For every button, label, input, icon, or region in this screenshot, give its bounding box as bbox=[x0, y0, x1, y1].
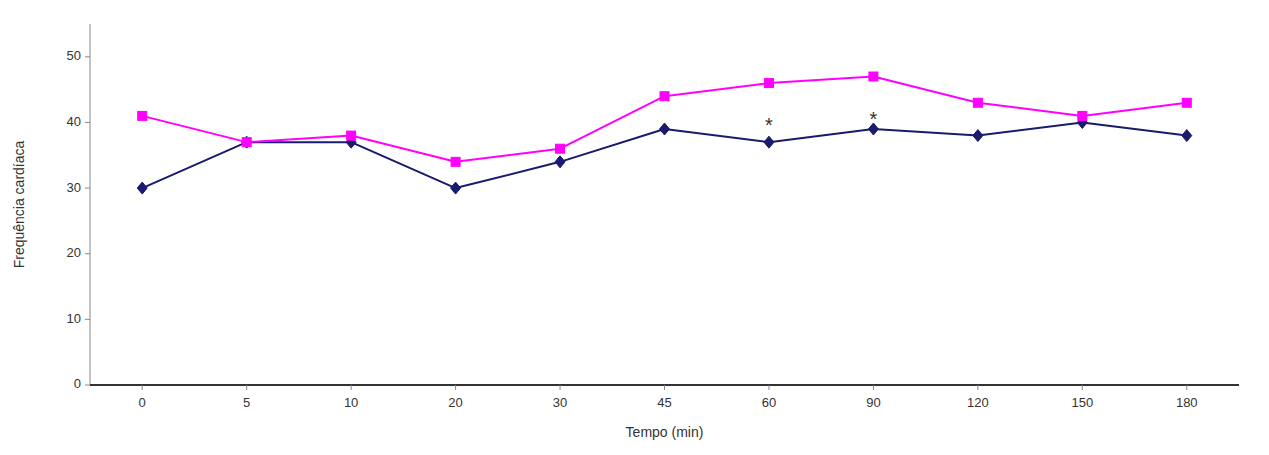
x-tick bbox=[455, 385, 456, 390]
y-tick bbox=[85, 319, 90, 320]
x-tick-label: 45 bbox=[657, 395, 671, 410]
series-marker bbox=[1182, 98, 1191, 107]
x-tick bbox=[873, 385, 874, 390]
y-tick-label: 20 bbox=[67, 245, 81, 260]
y-tick bbox=[85, 385, 90, 386]
series-marker bbox=[869, 72, 878, 81]
y-tick-label: 10 bbox=[67, 311, 81, 326]
x-tick-label: 20 bbox=[448, 395, 462, 410]
series-marker bbox=[973, 98, 982, 107]
series-marker bbox=[660, 123, 670, 135]
x-tick-label: 60 bbox=[762, 395, 776, 410]
y-tick-label: 0 bbox=[74, 376, 81, 391]
x-tick bbox=[560, 385, 561, 390]
series-marker bbox=[764, 79, 773, 88]
series-marker bbox=[347, 131, 356, 140]
series-marker bbox=[137, 182, 147, 194]
series-marker bbox=[242, 136, 252, 148]
series-marker bbox=[451, 157, 460, 166]
x-tick-label: 30 bbox=[553, 395, 567, 410]
x-axis-label: Tempo (min) bbox=[626, 424, 704, 440]
series-marker bbox=[451, 182, 461, 194]
y-tick-label: 50 bbox=[67, 48, 81, 63]
x-tick bbox=[1186, 385, 1187, 390]
y-tick-label: 40 bbox=[67, 114, 81, 129]
y-axis-line bbox=[90, 24, 91, 385]
y-tick bbox=[85, 188, 90, 189]
annotation: * bbox=[870, 108, 878, 130]
y-tick bbox=[85, 122, 90, 123]
x-tick-label: 10 bbox=[344, 395, 358, 410]
x-tick bbox=[246, 385, 247, 390]
series-marker bbox=[1078, 111, 1087, 120]
x-tick-label: 180 bbox=[1176, 395, 1198, 410]
x-tick bbox=[768, 385, 769, 390]
x-tick bbox=[977, 385, 978, 390]
y-axis-label: Frequência cardíaca bbox=[11, 140, 27, 268]
series-line bbox=[142, 122, 1187, 188]
x-tick bbox=[351, 385, 352, 390]
y-tick bbox=[85, 253, 90, 254]
annotation: * bbox=[765, 114, 773, 136]
x-tick bbox=[1082, 385, 1083, 390]
series-line bbox=[142, 77, 1187, 162]
plot-area bbox=[137, 72, 1192, 194]
series-marker bbox=[973, 130, 983, 142]
series-marker bbox=[660, 92, 669, 101]
x-tick-label: 5 bbox=[243, 395, 250, 410]
chart: 0 10 20 30 40 50 0 5 10 20 30 45 60 90 120 150 180 Tempo … bbox=[0, 0, 1269, 455]
series-marker bbox=[764, 136, 774, 148]
series-marker bbox=[555, 156, 565, 168]
x-tick bbox=[664, 385, 665, 390]
x-tick-label: 150 bbox=[1071, 395, 1093, 410]
series-marker bbox=[138, 111, 147, 120]
x-tick-label: 90 bbox=[866, 395, 880, 410]
x-tick bbox=[142, 385, 143, 390]
x-tick-label: 0 bbox=[139, 395, 146, 410]
series-marker bbox=[242, 138, 251, 147]
series-marker bbox=[1182, 130, 1192, 142]
y-tick-label: 30 bbox=[67, 180, 81, 195]
y-tick bbox=[85, 56, 90, 57]
x-tick-label: 120 bbox=[967, 395, 989, 410]
series-marker bbox=[556, 144, 565, 153]
